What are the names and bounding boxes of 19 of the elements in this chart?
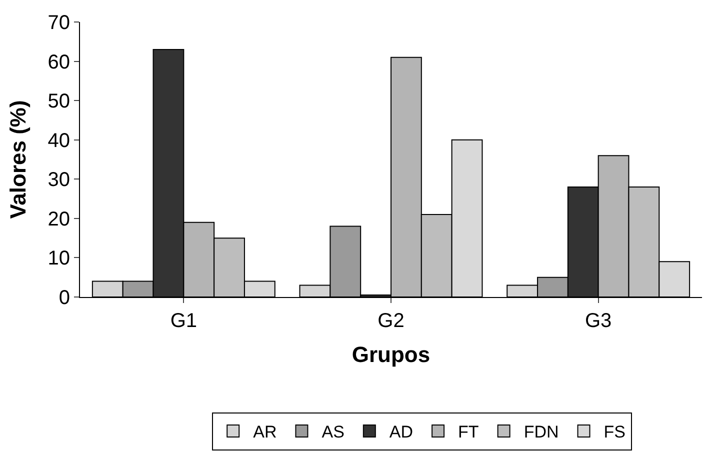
x-axis-title: Grupos [352,342,430,367]
y-tick-label: 50 [48,90,70,113]
x-tick-label: G2 [378,310,404,332]
y-tick-label: 40 [48,130,70,152]
y-axis-title: Valores (%) [6,100,31,219]
x-tick-label: G1 [170,310,198,332]
y-tick-label: 70 [48,12,70,34]
y-tick-label: 10 [48,248,70,270]
x-tick-label: G3 [584,310,612,332]
legend-label: AR [253,422,277,442]
legend-label: FDN [524,422,559,442]
y-tick-label: 0 [58,287,70,309]
y-tick-label: 60 [48,51,70,74]
y-tick-label: 30 [48,169,70,192]
legend-label: FS [604,422,626,442]
y-tick-label: 20 [48,208,70,230]
legend-label: FT [458,422,479,442]
legend-label: AD [389,422,414,442]
legend-label: AS [322,422,344,442]
